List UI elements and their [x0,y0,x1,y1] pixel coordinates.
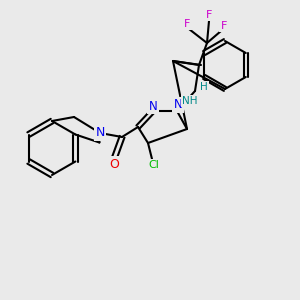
Text: NH: NH [182,96,198,106]
Text: F: F [221,21,227,31]
Text: N: N [95,127,105,140]
Text: O: O [109,158,119,170]
Text: N: N [174,98,182,112]
Text: F: F [206,10,212,20]
Text: H: H [200,82,208,92]
Text: F: F [184,19,190,29]
Text: Cl: Cl [148,160,159,170]
Text: N: N [148,100,158,112]
